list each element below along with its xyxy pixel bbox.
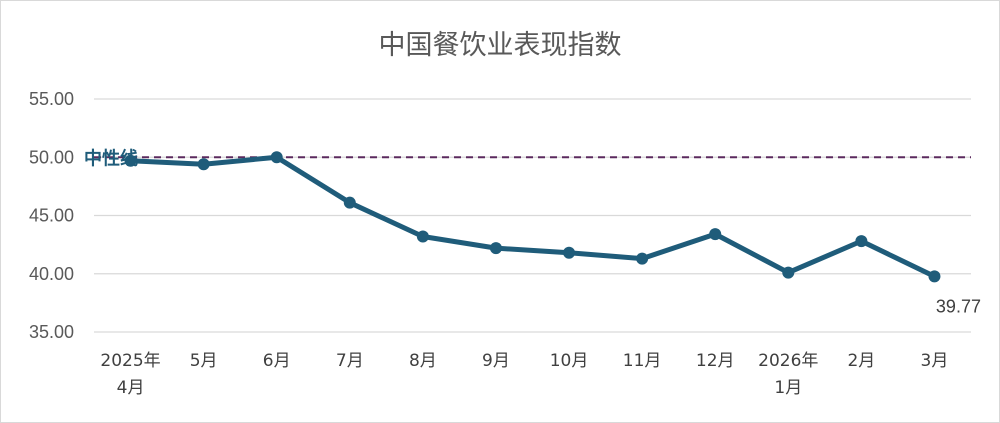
reference-line-label: 中性线 <box>84 147 138 169</box>
chart-title: 中国餐饮业表现指数 <box>378 30 622 61</box>
data-point <box>416 230 429 243</box>
data-point <box>855 235 868 248</box>
y-tick-label: 55.00 <box>29 89 74 109</box>
x-tick-label: 2026年 1月 <box>758 351 818 398</box>
data-point <box>636 252 649 265</box>
x-tick-label: 11月 <box>623 351 662 371</box>
series-line <box>128 154 937 279</box>
x-axis-ticks: 2025年 4月 5月 6月 7月 8月 9月 10月 11月 12月 2026年 1月 2月 3月 <box>100 351 948 398</box>
data-point <box>124 154 137 167</box>
data-point <box>709 228 722 241</box>
x-tick-label: 6月 <box>263 351 291 371</box>
x-tick-label: 9月 <box>482 351 510 371</box>
data-label: 39.77 <box>936 296 981 316</box>
data-point <box>489 242 502 255</box>
x-tick-label: 3月 <box>921 351 949 371</box>
data-point <box>563 246 576 259</box>
y-tick-label: 40.00 <box>29 264 74 284</box>
data-point <box>928 270 941 283</box>
data-labels: 39.77 <box>936 296 981 316</box>
y-axis-ticks: 35.00 40.00 45.00 50.00 55.00 <box>29 89 74 342</box>
data-point <box>782 266 795 279</box>
data-point <box>270 151 283 164</box>
reference-line-group: 中性线 <box>84 147 971 169</box>
x-tick-label: 5月 <box>190 351 218 371</box>
x-tick-label: 2月 <box>847 351 875 371</box>
data-point <box>197 158 210 171</box>
y-tick-label: 45.00 <box>29 206 74 226</box>
x-tick-label: 12月 <box>696 351 735 371</box>
gridlines <box>94 98 971 333</box>
y-tick-label: 35.00 <box>29 322 74 342</box>
y-tick-label: 50.00 <box>29 147 74 167</box>
data-point <box>343 196 356 209</box>
x-tick-label: 8月 <box>409 351 437 371</box>
x-tick-label: 10月 <box>550 351 589 371</box>
series-group <box>124 151 941 283</box>
x-tick-label: 2025年 4月 <box>100 351 160 398</box>
x-tick-label: 7月 <box>336 351 364 371</box>
